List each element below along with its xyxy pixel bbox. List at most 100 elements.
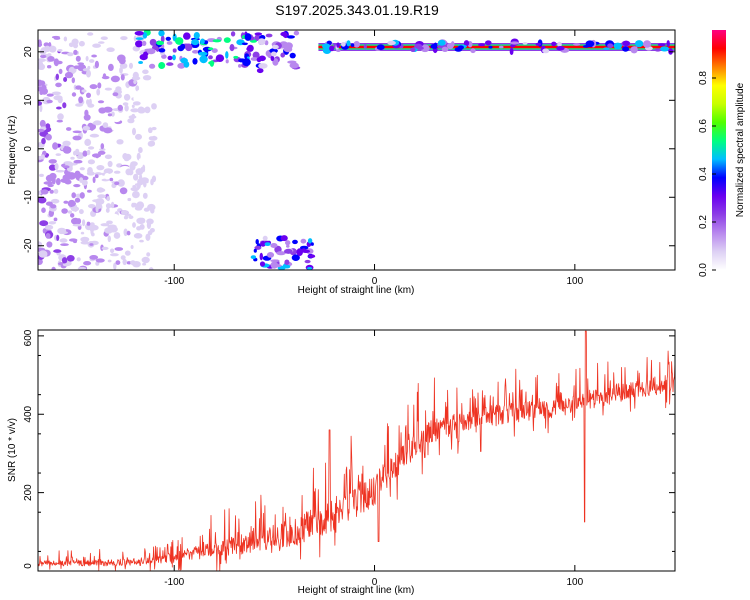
spectrogram-cell [83, 114, 91, 121]
spectrogram-cell [57, 113, 64, 121]
spectrogram-cell [556, 46, 565, 51]
spectrogram-cell [74, 170, 81, 179]
spectrogram-cell [73, 49, 78, 56]
spectrogram-cell [106, 220, 113, 225]
spectrogram-cell [48, 159, 57, 164]
snr-xtick-label: -100 [164, 577, 184, 588]
spectrogram-cell [55, 169, 65, 173]
spectrogram-cell [101, 246, 109, 250]
spectrogram-cell [39, 173, 44, 177]
spectrogram-cell [264, 242, 271, 247]
snr-ytick-label: 200 [23, 484, 34, 501]
spectrogram-frame [37, 29, 676, 271]
spectrogram-cell [126, 230, 131, 236]
spectrogram-cell [52, 142, 59, 150]
spectrogram-cell [83, 261, 92, 266]
spectrogram-cell [147, 203, 156, 211]
spectrogram-cell [498, 45, 504, 49]
spectrogram-cell [123, 228, 128, 237]
spectrogram-cell [56, 119, 63, 123]
spectrogram-cell [110, 248, 115, 254]
spectrogram-cell [300, 245, 309, 250]
spectrogram-cell [107, 160, 113, 168]
spectrogram-cell [51, 198, 60, 204]
spectrogram-cell [242, 58, 251, 67]
spectrogram-cell [113, 232, 121, 239]
spectrogram-cell [254, 34, 261, 41]
spectrogram-cell [119, 67, 123, 74]
spectrogram-cell [55, 82, 62, 88]
spectrogram-cell [145, 166, 154, 171]
spectrogram-cell [192, 50, 199, 54]
spectrogram-cell [80, 241, 90, 245]
spectrogram-cell [454, 47, 463, 52]
snr-ylabel: SNR (10 * v/v) [7, 418, 18, 482]
spectrogram-cell [137, 107, 146, 114]
spectrogram-cell [172, 54, 176, 61]
spectrogram-cell [138, 61, 144, 64]
spectrogram-cell [70, 206, 80, 212]
spectrogram-cell [72, 223, 83, 227]
spectrogram-cell [139, 217, 146, 224]
spectrogram-cell [63, 200, 69, 204]
spectrogram-cell [142, 262, 147, 266]
spectrogram-cell [118, 57, 126, 65]
spectrogram-cell [116, 139, 124, 145]
spectrogram-cell [79, 192, 85, 199]
spectrogram-cell [146, 221, 151, 230]
spectrogram-cell [59, 231, 68, 235]
spectrogram-cell [108, 240, 113, 248]
spectrogram-cell [147, 133, 155, 137]
spectrogram-cell [75, 103, 83, 107]
spectrogram-cell [136, 152, 141, 161]
spectrogram-cell [271, 51, 277, 57]
spectrogram-cell [286, 244, 290, 248]
spectrogram-cell [53, 188, 59, 194]
spectrogram-cell [54, 163, 59, 171]
spectrogram-cell [165, 36, 171, 41]
snr-xlabel: Height of straight line (km) [298, 585, 415, 596]
spectrogram-cell [478, 43, 486, 47]
spectrogram-cell [172, 48, 177, 53]
spectrogram-cell [613, 42, 622, 50]
spectrogram-cell [110, 253, 119, 257]
spectrogram-cell [71, 192, 76, 199]
spectrogram-cell [92, 43, 101, 48]
spectrogram-cell [283, 46, 293, 53]
spectrogram-cell [166, 41, 173, 45]
spectrogram-cell [147, 112, 157, 118]
spectrogram-cell [120, 166, 130, 169]
spectrogram-cell [38, 63, 46, 70]
spectrogram-cell [573, 43, 581, 46]
spectrogram-cell [212, 39, 222, 43]
spectrogram-cell [635, 40, 644, 48]
spectrogram-cell [44, 224, 54, 230]
spectrogram-cell [63, 77, 68, 82]
spectrogram-cell [78, 96, 84, 104]
spectrogram-cell [441, 46, 449, 52]
spectrogram-cell [41, 207, 46, 213]
spectrogram-cell [470, 48, 476, 54]
spectrogram-cell [108, 63, 114, 71]
spectrogram-cell [280, 235, 288, 242]
spectrogram-cell [75, 55, 81, 62]
spectrogram-cell [270, 261, 279, 269]
spectrogram-cell [100, 36, 108, 40]
spectrogram-cell [151, 126, 157, 131]
spectrogram-cell [131, 202, 135, 208]
spectrogram-cell [39, 104, 43, 113]
spectrogram-cell [38, 101, 43, 106]
spectrogram-cell [132, 71, 139, 79]
spectrogram-cell [70, 213, 75, 218]
spectrogram-cell [56, 60, 63, 65]
spectrogram-cell [81, 89, 87, 93]
spectrogram-cell [87, 32, 94, 36]
spectrogram-cell [180, 57, 188, 64]
spectrogram-cell [551, 41, 557, 47]
spectrogram-cell [139, 54, 148, 61]
spectrogram-cell [128, 115, 137, 119]
colorbar-label: Normalized spectral amplitude [735, 82, 746, 217]
spectrogram-cell [135, 37, 144, 40]
